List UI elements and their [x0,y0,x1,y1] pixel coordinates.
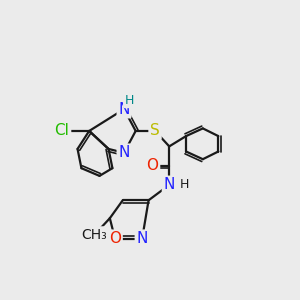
Text: S: S [150,124,160,139]
Text: N: N [136,231,148,246]
Text: O: O [109,231,121,246]
Text: Cl: Cl [55,124,70,139]
Text: N: N [164,177,175,192]
Text: O: O [146,158,158,173]
Text: H: H [180,178,189,191]
Text: N: N [118,102,130,117]
Text: CH₃: CH₃ [82,228,107,242]
Text: N: N [118,145,130,160]
Text: H: H [124,94,134,107]
